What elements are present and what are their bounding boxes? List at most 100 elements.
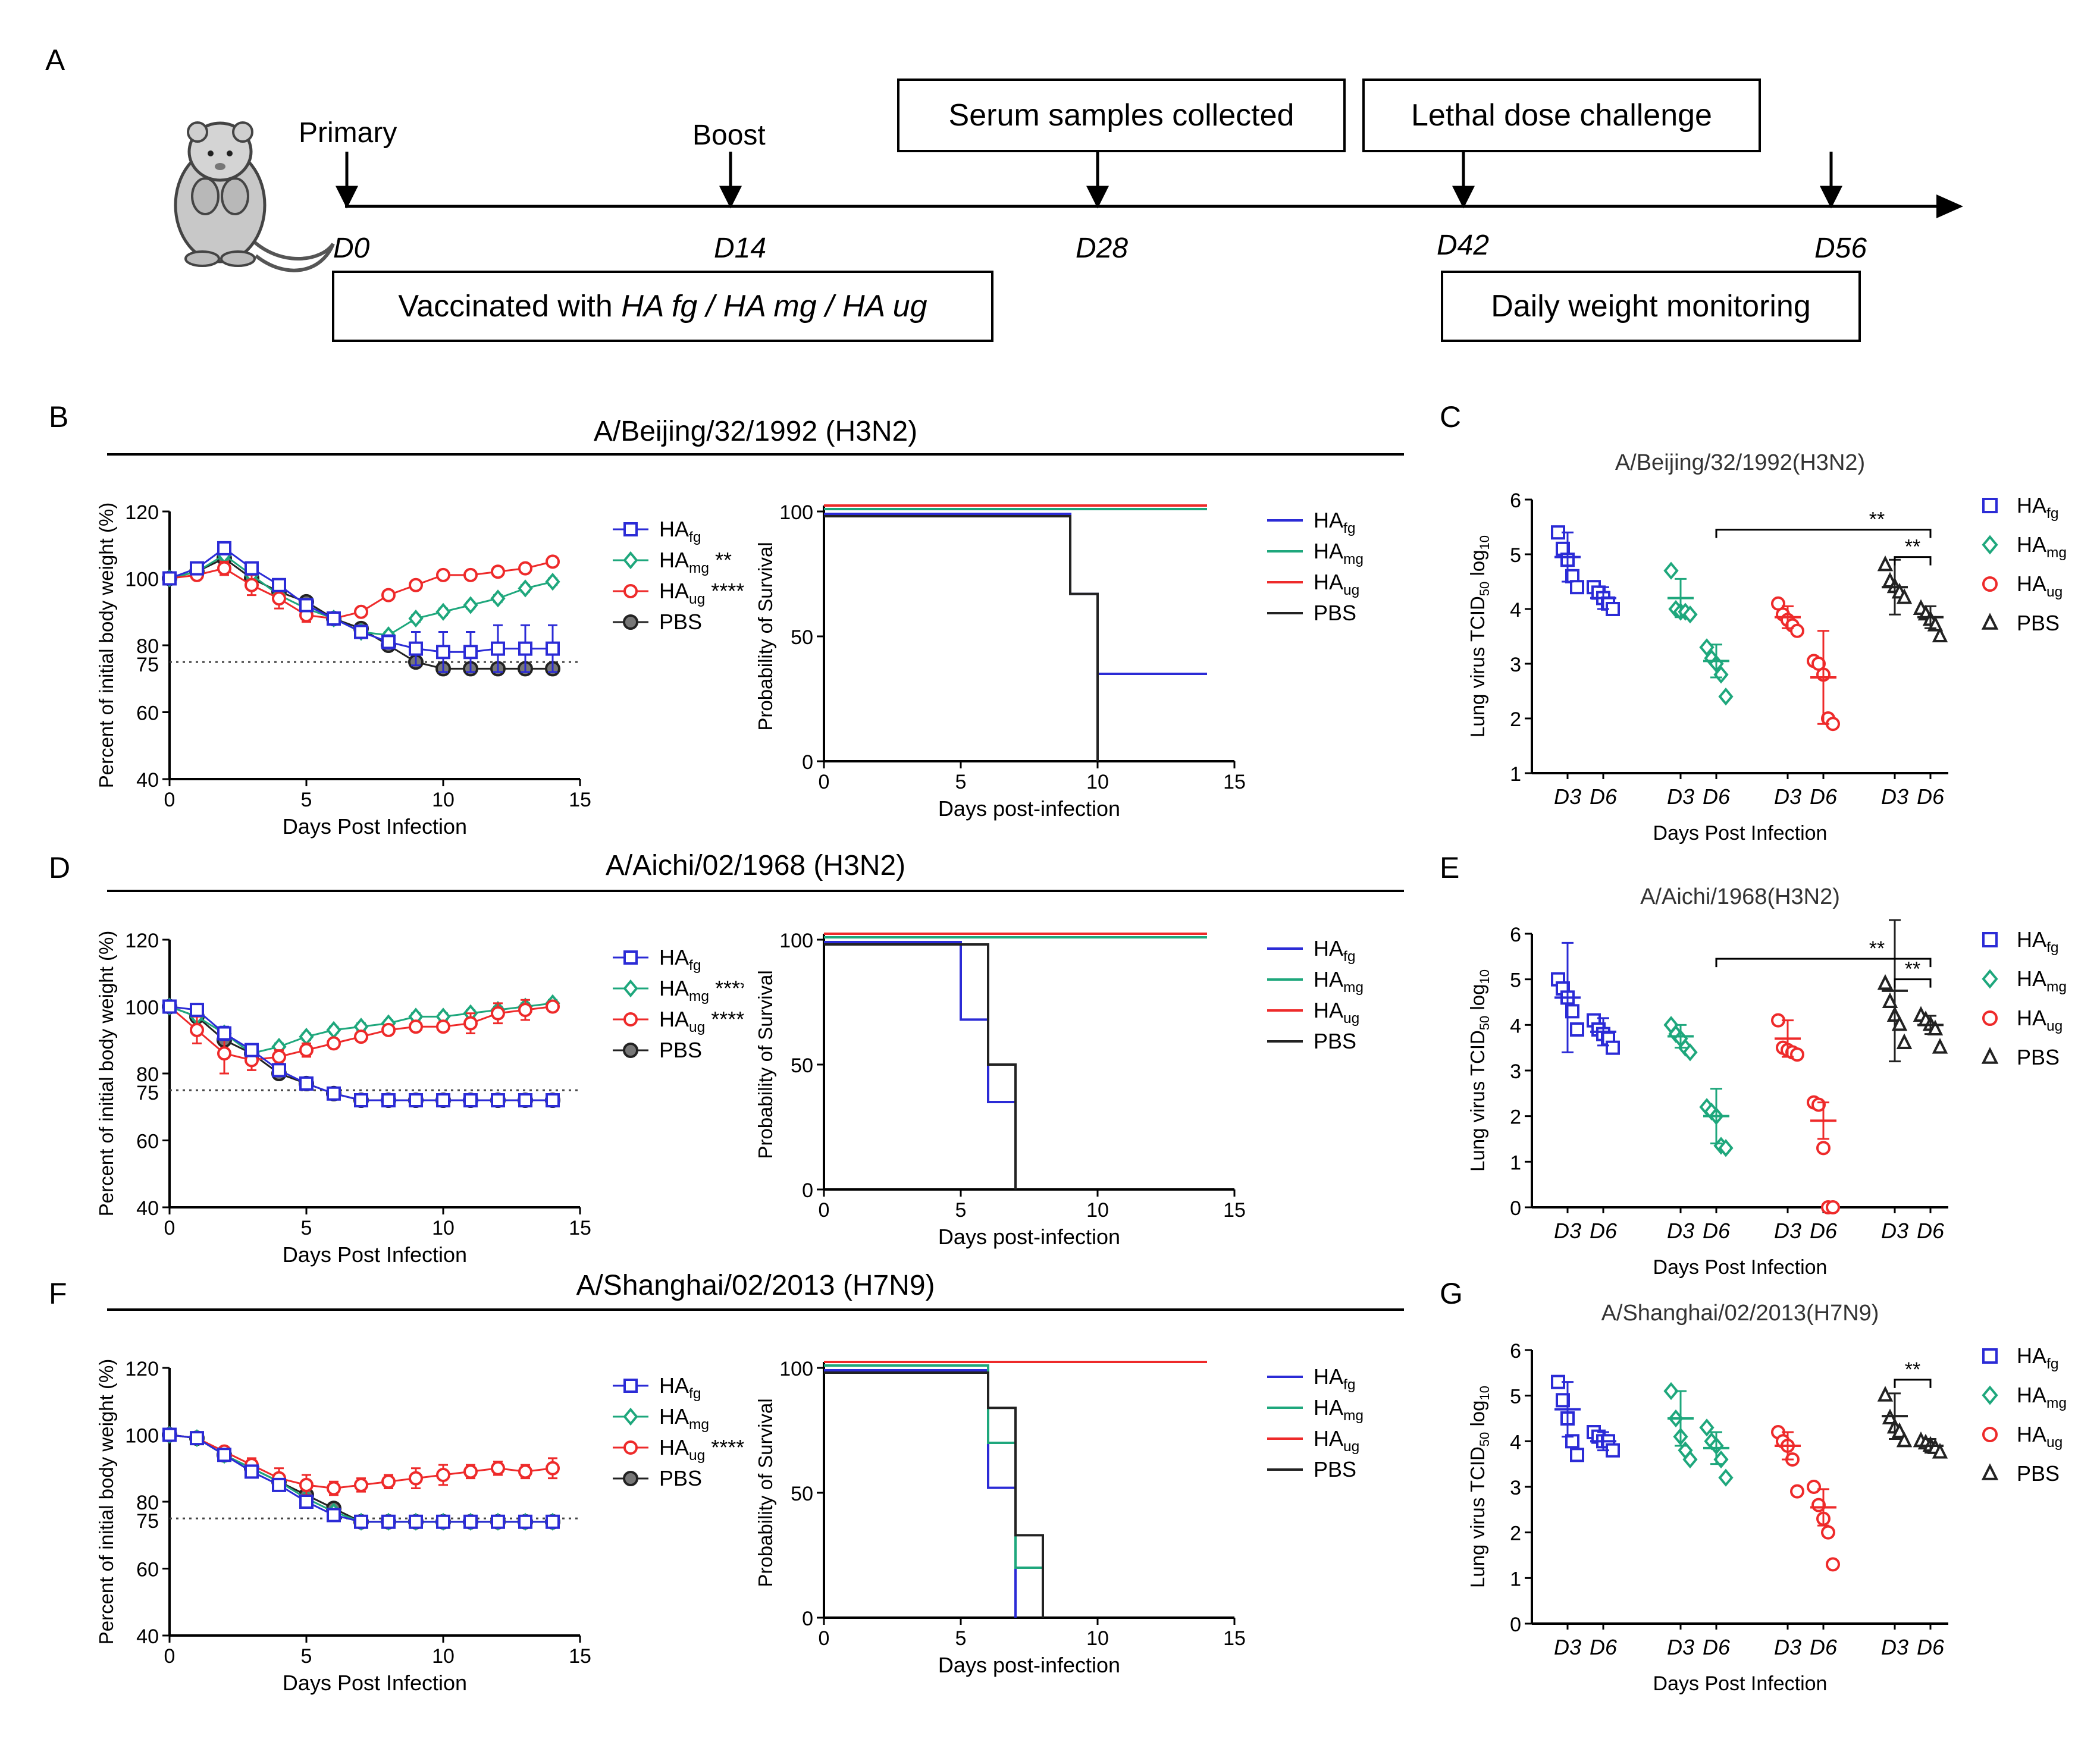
legend-marker-HAmg <box>1982 535 1998 555</box>
y-tick-label: 6 <box>1510 924 1521 946</box>
legend-marker-HAug <box>1982 576 1998 592</box>
x-axis-title: Days post-infection <box>938 1653 1120 1677</box>
threshold-label: 75 <box>136 1510 159 1533</box>
data-point-HAug <box>217 1046 231 1061</box>
group-label: D6 <box>1703 784 1731 809</box>
data-point-HAug <box>327 1481 341 1496</box>
x-axis-title: Days Post Infection <box>1653 1672 1828 1695</box>
significance-bracket <box>1715 529 1932 538</box>
x-axis-title: Days Post Infection <box>1653 1256 1828 1279</box>
legend-marker-HAfg <box>1982 498 1998 513</box>
y-tick-label: 40 <box>136 769 159 792</box>
legend-label-HAug: HAug <box>2017 572 2063 600</box>
panel-label-f: F <box>49 1277 67 1310</box>
legend-label-PBS: PBS <box>2017 1045 2060 1069</box>
chart-title: A/Shanghai/02/2013(H7N9) <box>1601 1301 1879 1326</box>
legend-label-HAug: HAug **** <box>659 579 744 607</box>
legend-label-PBS: PBS <box>2017 1461 2060 1486</box>
y-tick-label: 6 <box>1510 489 1521 512</box>
significance-label: ** <box>1869 937 1885 960</box>
data-point-HAfg <box>491 1093 505 1107</box>
y-tick-label: 120 <box>125 501 159 524</box>
legend-label-PBS: PBS <box>2017 611 2060 635</box>
data-point-HAug <box>436 567 450 582</box>
legend-label-HAfg: HAfg <box>659 1373 701 1402</box>
data-point-HAfg <box>1570 1448 1584 1462</box>
data-point-HAmg <box>463 596 478 614</box>
x-tick-label: 10 <box>1086 1199 1109 1222</box>
data-point-HAug <box>463 1016 478 1031</box>
legend-label-HAfg: HAfg <box>1314 1364 1355 1393</box>
data-point-HAfg <box>299 598 314 613</box>
data-point-HAug <box>1826 1200 1840 1214</box>
y-axis-title: Lung virus TCID50 log10 <box>1466 535 1492 737</box>
panel-label-g: G <box>1440 1277 1463 1310</box>
y-tick-label: 1 <box>1510 1151 1521 1174</box>
data-point-HAug <box>354 1477 368 1492</box>
legend-label-HAfg: HAfg <box>2017 493 2058 522</box>
x-tick-label: 5 <box>955 1199 967 1222</box>
y-axis-title: Lung virus TCID50 log10 <box>1466 1386 1492 1588</box>
threshold-label: 75 <box>136 654 159 676</box>
legend-label-HAmg: HAmg <box>2017 1383 2067 1411</box>
data-point-HAmg <box>1682 1043 1698 1062</box>
survival-curve-PBS <box>824 943 1017 1189</box>
legend-label-PBS: PBS <box>659 1038 702 1062</box>
legend-marker-HAmg <box>623 551 638 570</box>
data-point-HAfg <box>190 1431 204 1446</box>
data-point-HAfg <box>354 1514 368 1529</box>
data-point-HAfg <box>436 1093 450 1107</box>
y-tick-label: 5 <box>1510 969 1521 992</box>
data-point-HAfg <box>546 641 560 656</box>
data-point-PBS <box>1932 1443 1948 1459</box>
data-point-HAmg <box>326 1021 341 1039</box>
data-point-HAfg <box>1570 580 1584 595</box>
data-point-HAfg <box>463 645 478 660</box>
data-point-HAfg <box>162 571 177 586</box>
panel-label-c: C <box>1440 400 1462 434</box>
legend-label-HAfg: HAfg <box>2017 1344 2058 1372</box>
lung-chart-c: A/Beijing/32/1992(H3N2) 1 2 3 4 5 6 Lung virus … <box>1466 450 2067 845</box>
day-label-d56: D56 <box>1814 233 1867 264</box>
panel-label-d: D <box>49 851 71 884</box>
y-tick-label: 50 <box>791 1483 813 1505</box>
x-axis-title: Days post-infection <box>938 796 1120 821</box>
data-point-HAfg <box>491 641 505 656</box>
legend-label-PBS: PBS <box>1314 1457 1356 1481</box>
data-point-HAug <box>491 564 505 579</box>
legend-label-PBS: PBS <box>659 610 702 634</box>
legend-label-HAmg: HAmg <box>1314 1395 1364 1424</box>
data-point-HAfg <box>518 1093 532 1107</box>
y-tick-label: 1 <box>1510 1568 1521 1590</box>
vaccinated-prefix: Vaccinated with <box>398 289 622 324</box>
legend-marker-PBS <box>623 614 638 630</box>
data-point-HAug <box>409 1471 423 1486</box>
y-tick-label: 80 <box>136 1063 159 1086</box>
x-tick-label: 0 <box>164 1217 175 1239</box>
legend-label-HAfg: HAfg <box>659 517 701 545</box>
legend-label-HAug: HAug <box>1314 998 1359 1027</box>
legend-label-HAfg: HAfg <box>2017 927 2058 956</box>
section-rule-f <box>107 1308 1404 1311</box>
data-point-HAug <box>354 604 368 619</box>
data-point-PBS <box>1896 1033 1913 1049</box>
group-label: D6 <box>1917 784 1945 809</box>
panel-label-a: A <box>45 43 65 77</box>
data-point-HAfg <box>272 577 286 592</box>
y-tick-label: 100 <box>779 930 813 952</box>
x-axis-title: Days Post Infection <box>283 1671 467 1695</box>
y-tick-label: 3 <box>1510 1477 1521 1499</box>
legend-marker-HAfg <box>623 522 638 536</box>
lung-chart-g: A/Shanghai/02/2013(H7N9) 0 1 2 3 4 5 6 Lung viru… <box>1466 1301 2067 1695</box>
legend-label-HAmg: HAmg <box>1314 539 1364 567</box>
legend-marker-PBS <box>1981 1047 1999 1064</box>
data-point-HAfg <box>354 1093 368 1107</box>
data-point-HAfg <box>409 1514 423 1529</box>
day-label-d0: D0 <box>333 233 370 264</box>
legend-marker-HAug <box>623 1440 638 1455</box>
x-axis-title: Days Post Infection <box>283 1242 467 1267</box>
y-tick-label: 0 <box>802 1179 813 1202</box>
legend-label-HAmg: HAmg **** <box>659 976 744 1005</box>
y-axis-title: Probability of Survival <box>754 970 776 1159</box>
survival-curve-PBS <box>824 515 1099 761</box>
